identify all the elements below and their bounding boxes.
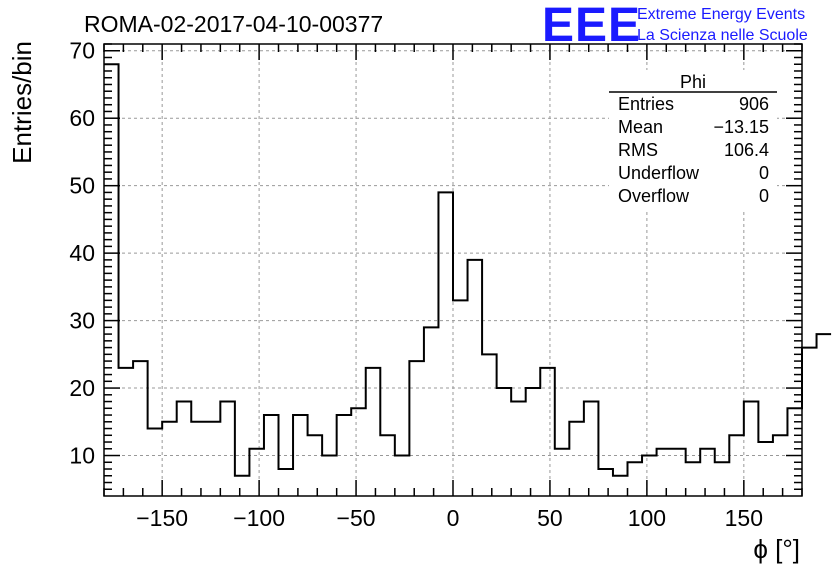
histogram-bin <box>628 462 643 496</box>
stats-label: Entries <box>618 94 674 114</box>
histogram-bin <box>438 192 453 496</box>
histogram-bin <box>468 260 483 496</box>
stats-box: Phi Entries 906 Mean −13.15 RMS 106.4 Underflo… <box>609 70 777 210</box>
stats-label: Underflow <box>618 163 700 183</box>
histogram-bin <box>555 449 570 496</box>
x-tick-label: 150 <box>725 505 763 531</box>
axis-ticks <box>103 43 803 496</box>
y-tick-label: 70 <box>69 38 95 64</box>
histogram-bin <box>206 422 221 496</box>
histogram-bin <box>497 388 512 496</box>
histogram-bin <box>569 422 584 496</box>
stats-label: Mean <box>618 117 663 137</box>
x-tick-label: −50 <box>337 505 376 531</box>
x-tick-label: −100 <box>233 505 285 531</box>
histogram-bin <box>482 354 497 496</box>
y-tick-label: 30 <box>69 308 95 334</box>
histogram-bin <box>380 435 395 496</box>
y-axis-title: Entries/bin <box>7 41 37 164</box>
histogram-bin <box>366 368 381 496</box>
histogram-bin <box>613 476 628 496</box>
histogram-bin <box>700 449 715 496</box>
histogram-bin <box>162 422 177 496</box>
chart-title: ROMA-02-2017-04-10-00377 <box>84 11 383 37</box>
stats-value: 0 <box>759 163 769 183</box>
histogram-bin <box>119 368 134 496</box>
stats-box-background <box>609 70 777 210</box>
histogram-bin <box>584 402 599 496</box>
histogram-bin <box>264 415 279 496</box>
histogram-bin <box>177 402 192 496</box>
histogram-outline <box>104 63 832 477</box>
y-tick-label: 40 <box>69 240 95 266</box>
logo-letters: EEE <box>542 0 641 52</box>
histogram-bin <box>409 361 424 496</box>
logo-line-1: Extreme Energy Events <box>637 6 805 23</box>
y-tick-labels: 10 20 30 40 50 60 70 <box>69 38 95 469</box>
x-tick-label: 0 <box>447 505 460 531</box>
histogram-bin <box>773 435 788 496</box>
logo-line-2: La Scienza nelle Scuole <box>637 27 808 44</box>
histogram-bin <box>220 402 235 496</box>
stats-rows: Entries 906 Mean −13.15 RMS 106.4 Underflow 0 Ov… <box>618 94 769 206</box>
histogram-bin <box>642 456 657 496</box>
histogram-bin <box>540 368 555 496</box>
histogram-bin <box>526 388 541 496</box>
stats-label: Overflow <box>618 186 690 206</box>
histogram-bin <box>148 429 163 496</box>
histogram-bin <box>279 469 294 496</box>
x-tick-label: −150 <box>136 505 188 531</box>
x-tick-labels: −150 −100 −50 0 50 100 150 <box>136 505 763 531</box>
x-tick-label: 100 <box>628 505 666 531</box>
histogram-bin <box>337 415 352 496</box>
histogram-bin <box>249 449 264 496</box>
eee-logo: EEE Extreme Energy Events La Scienza nel… <box>542 0 808 52</box>
y-tick-label: 50 <box>69 173 95 199</box>
histogram-bin <box>657 449 672 496</box>
histogram-bin <box>322 456 337 496</box>
histogram-bin <box>424 327 439 496</box>
histogram-bin <box>511 402 526 496</box>
histogram-bin <box>598 469 613 496</box>
histogram-bin <box>308 435 323 496</box>
stats-value: −13.15 <box>713 117 769 137</box>
x-tick-label: 50 <box>537 505 563 531</box>
histogram-bin <box>453 300 468 496</box>
histogram-bin <box>817 334 832 496</box>
histogram-bin <box>293 415 308 496</box>
stats-value: 906 <box>739 94 769 114</box>
y-tick-label: 60 <box>69 105 95 131</box>
y-tick-label: 20 <box>69 375 95 401</box>
histogram-bin <box>395 456 410 496</box>
stats-value: 0 <box>759 186 769 206</box>
histogram-bin <box>351 408 366 496</box>
stats-box-title: Phi <box>680 72 706 92</box>
x-axis-title: ϕ [°] <box>753 534 800 564</box>
stats-value: 106.4 <box>724 140 769 160</box>
histogram-bin <box>715 462 730 496</box>
stats-label: RMS <box>618 140 658 160</box>
histogram-bin <box>758 442 773 496</box>
histogram-bin <box>686 462 701 496</box>
histogram-bin <box>133 361 148 496</box>
y-tick-label: 10 <box>69 443 95 469</box>
histogram-bin <box>235 476 250 496</box>
histogram-bin <box>671 449 686 496</box>
histogram-bin <box>191 422 206 496</box>
histogram-bin <box>802 348 817 496</box>
histogram-bin <box>729 435 744 496</box>
histogram-bin <box>744 402 759 496</box>
